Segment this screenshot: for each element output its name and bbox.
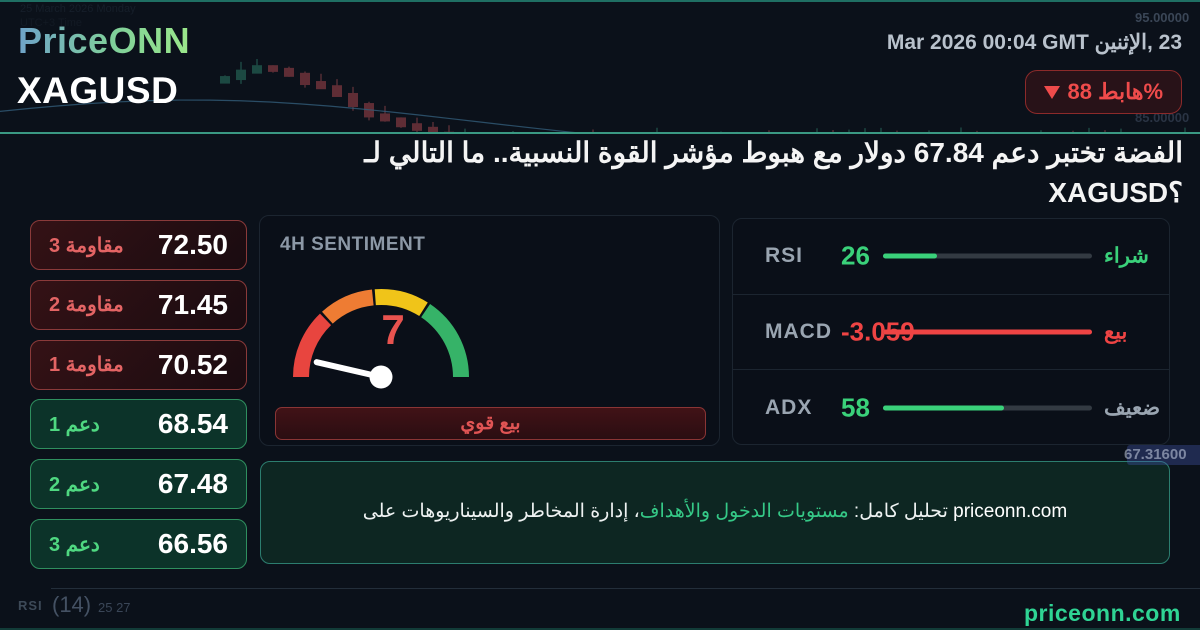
- svg-text:7: 7: [381, 306, 404, 353]
